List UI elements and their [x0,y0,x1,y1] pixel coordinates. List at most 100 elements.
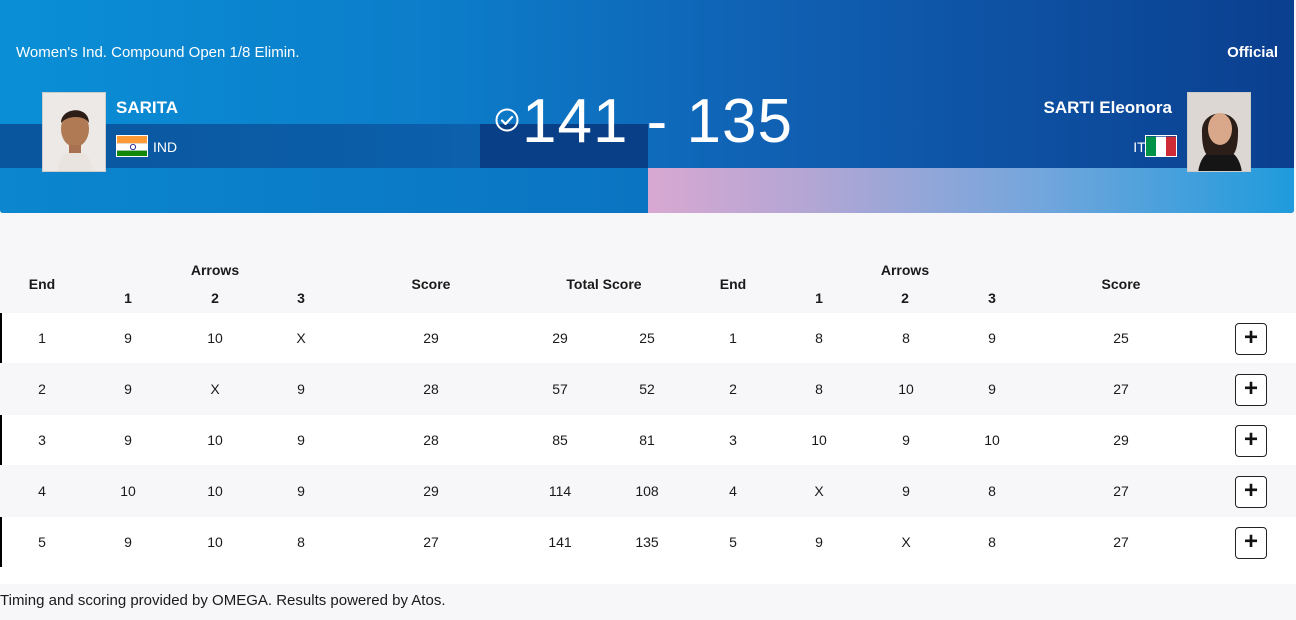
footer-spacer [0,567,1296,584]
score-left: 28 [423,432,439,448]
arrow-1-right: 10 [811,432,827,448]
col-header-score-left: Score [411,276,451,292]
arrow-1-left: 10 [120,483,136,499]
arrow-3-right: 9 [988,330,996,346]
row-marker [0,415,2,465]
arrow-2-right: 8 [902,330,910,346]
arrow-1-right: 8 [815,330,823,346]
arrow-3-left: 9 [297,432,305,448]
col-header-arrow3-left: 3 [297,290,305,306]
flag-italy-icon [1145,135,1177,157]
header-band-left-lower [0,168,648,213]
total-right: 52 [639,381,655,397]
end-right: 4 [729,483,737,499]
arrow-3-right: 8 [988,534,996,550]
table-row: 2 9 X 9 28 57 52 2 8 10 9 27 + [0,364,1296,414]
col-header-total-score: Total Score [566,276,642,292]
athlete-photo-right [1187,92,1251,172]
header-band-right-lower [648,168,1294,213]
status-badge: Official [1227,44,1278,61]
total-right: 108 [635,483,659,499]
end-left: 3 [38,432,46,448]
col-header-arrow3-right: 3 [988,290,996,306]
arrow-3-right: 10 [984,432,1000,448]
col-header-end-left: End [28,276,56,292]
arrow-3-right: 9 [988,381,996,397]
score-right: 27 [1113,534,1129,550]
total-left: 141 [548,534,572,550]
col-header-arrow2-right: 2 [901,290,909,306]
table-row: 4 10 10 9 29 114 108 4 X 9 8 27 + [0,466,1296,516]
total-right: 81 [639,432,655,448]
arrow-2-left: 10 [207,432,223,448]
arrow-1-right: 9 [815,534,823,550]
end-left: 1 [38,330,46,346]
score-right: 29 [1113,432,1129,448]
athlete-photo-left [42,92,106,172]
end-right: 1 [729,330,737,346]
col-header-arrows-right: Arrows [880,262,930,278]
total-right: 135 [635,534,659,550]
score-right: 27 [1113,381,1129,397]
score-right: 27 [1113,483,1129,499]
col-header-arrow1-left: 1 [124,290,132,306]
arrow-1-left: 9 [124,381,132,397]
arrow-2-right: 9 [902,483,910,499]
arrow-1-left: 9 [124,432,132,448]
flag-india-icon [116,135,148,157]
arrow-2-right: X [901,534,911,550]
expand-row-button[interactable]: + [1235,527,1267,559]
table-row: 1 9 10 X 29 29 25 1 8 8 9 25 + [0,313,1296,363]
arrow-2-left: 10 [207,330,223,346]
arrow-3-right: 8 [988,483,996,499]
total-left: 57 [552,381,568,397]
athlete-name-left: SARITA [116,98,179,117]
score-left: 29 [423,483,439,499]
end-left: 2 [38,381,46,397]
arrow-1-right: 8 [815,381,823,397]
end-left: 5 [38,534,46,550]
footer-credits: Timing and scoring provided by OMEGA. Re… [0,592,446,609]
end-left: 4 [38,483,46,499]
check-circle-icon [494,107,520,138]
country-code-left: IND [153,139,178,155]
end-right: 2 [729,381,737,397]
score-left: 28 [423,381,439,397]
expand-row-button[interactable]: + [1235,323,1267,355]
end-right: 3 [729,432,737,448]
row-marker [0,313,2,363]
arrow-3-left: 9 [297,381,305,397]
score-left: 29 [423,330,439,346]
arrow-2-left: 10 [207,534,223,550]
table-row: 3 9 10 9 28 85 81 3 10 9 10 29 + [0,415,1296,465]
arrow-3-left: X [296,330,306,346]
expand-row-button[interactable]: + [1235,425,1267,457]
match-header: Women's Ind. Compound Open 1/8 Elimin. O… [0,0,1294,213]
athlete-name-right: SARTI Eleonora [1043,98,1172,117]
arrow-1-left: 9 [124,534,132,550]
arrow-2-left: X [210,381,220,397]
arrow-3-left: 8 [297,534,305,550]
total-left: 29 [552,330,568,346]
score-right: 25 [1113,330,1129,346]
avatar-icon [1188,93,1250,171]
total-left: 114 [548,483,572,499]
match-score: 141 - 135 [522,87,793,156]
expand-row-button[interactable]: + [1235,374,1267,406]
total-right: 25 [639,330,655,346]
arrow-3-left: 9 [297,483,305,499]
col-header-arrows-left: Arrows [190,262,240,278]
expand-row-button[interactable]: + [1235,476,1267,508]
arrow-2-right: 10 [898,381,914,397]
end-right: 5 [729,534,737,550]
arrow-1-left: 9 [124,330,132,346]
event-title: Women's Ind. Compound Open 1/8 Elimin. [16,44,300,61]
col-header-score-right: Score [1101,276,1141,292]
table-row: 5 9 10 8 27 141 135 5 9 X 8 27 + [0,517,1296,567]
col-header-end-right: End [719,276,747,292]
arrow-2-left: 10 [207,483,223,499]
total-left: 85 [552,432,568,448]
arrow-2-right: 9 [902,432,910,448]
row-marker [0,517,2,567]
score-left: 27 [423,534,439,550]
